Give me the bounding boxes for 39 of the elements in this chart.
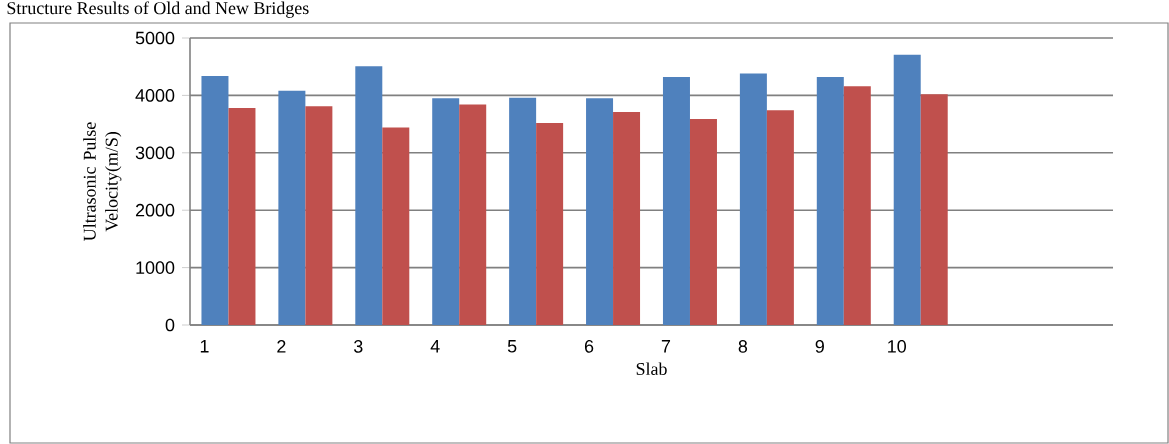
x-tick-label: 2 — [277, 340, 286, 353]
bar — [920, 94, 948, 325]
x-tick-label: 10 — [888, 340, 906, 353]
x-tick-label: 4 — [430, 340, 440, 353]
x-tick-label: 5 — [507, 340, 517, 353]
x-tick-label: 1 — [200, 340, 209, 353]
bar — [739, 73, 767, 325]
bar — [843, 86, 871, 325]
bar — [689, 118, 717, 325]
y-tick-label: 3000 — [135, 146, 175, 160]
bar — [432, 98, 460, 325]
bar — [662, 77, 690, 325]
bar — [278, 90, 306, 325]
bar — [459, 104, 487, 325]
y-tick-label: 0 — [165, 318, 175, 332]
bar — [201, 75, 229, 325]
bar — [816, 77, 844, 325]
bar — [766, 110, 794, 325]
x-tick-label: 7 — [661, 340, 671, 353]
x-tick-label: 3 — [353, 340, 363, 353]
x-axis-title: Slab — [636, 362, 667, 376]
chart-title: Structure Results of Old and New Bridges — [7, 1, 309, 18]
y-tick-label: 4000 — [135, 89, 175, 102]
x-tick-label: 6 — [584, 340, 594, 353]
x-tick-label: 9 — [815, 340, 824, 353]
y-tick-label: 5000 — [135, 31, 175, 45]
bar — [355, 66, 383, 325]
bar — [893, 54, 921, 325]
bar — [305, 106, 333, 325]
bar — [613, 112, 641, 325]
bar — [586, 98, 614, 325]
bar — [509, 97, 537, 325]
y-axis-title: Ultrasonic Pulse Velocity(m/S) — [83, 122, 122, 241]
x-tick-label: 8 — [738, 340, 748, 353]
bar — [382, 127, 410, 325]
y-tick-label: 1000 — [136, 261, 175, 274]
bar — [228, 108, 256, 325]
y-tick-label: 2000 — [135, 203, 175, 217]
bar — [536, 122, 564, 325]
